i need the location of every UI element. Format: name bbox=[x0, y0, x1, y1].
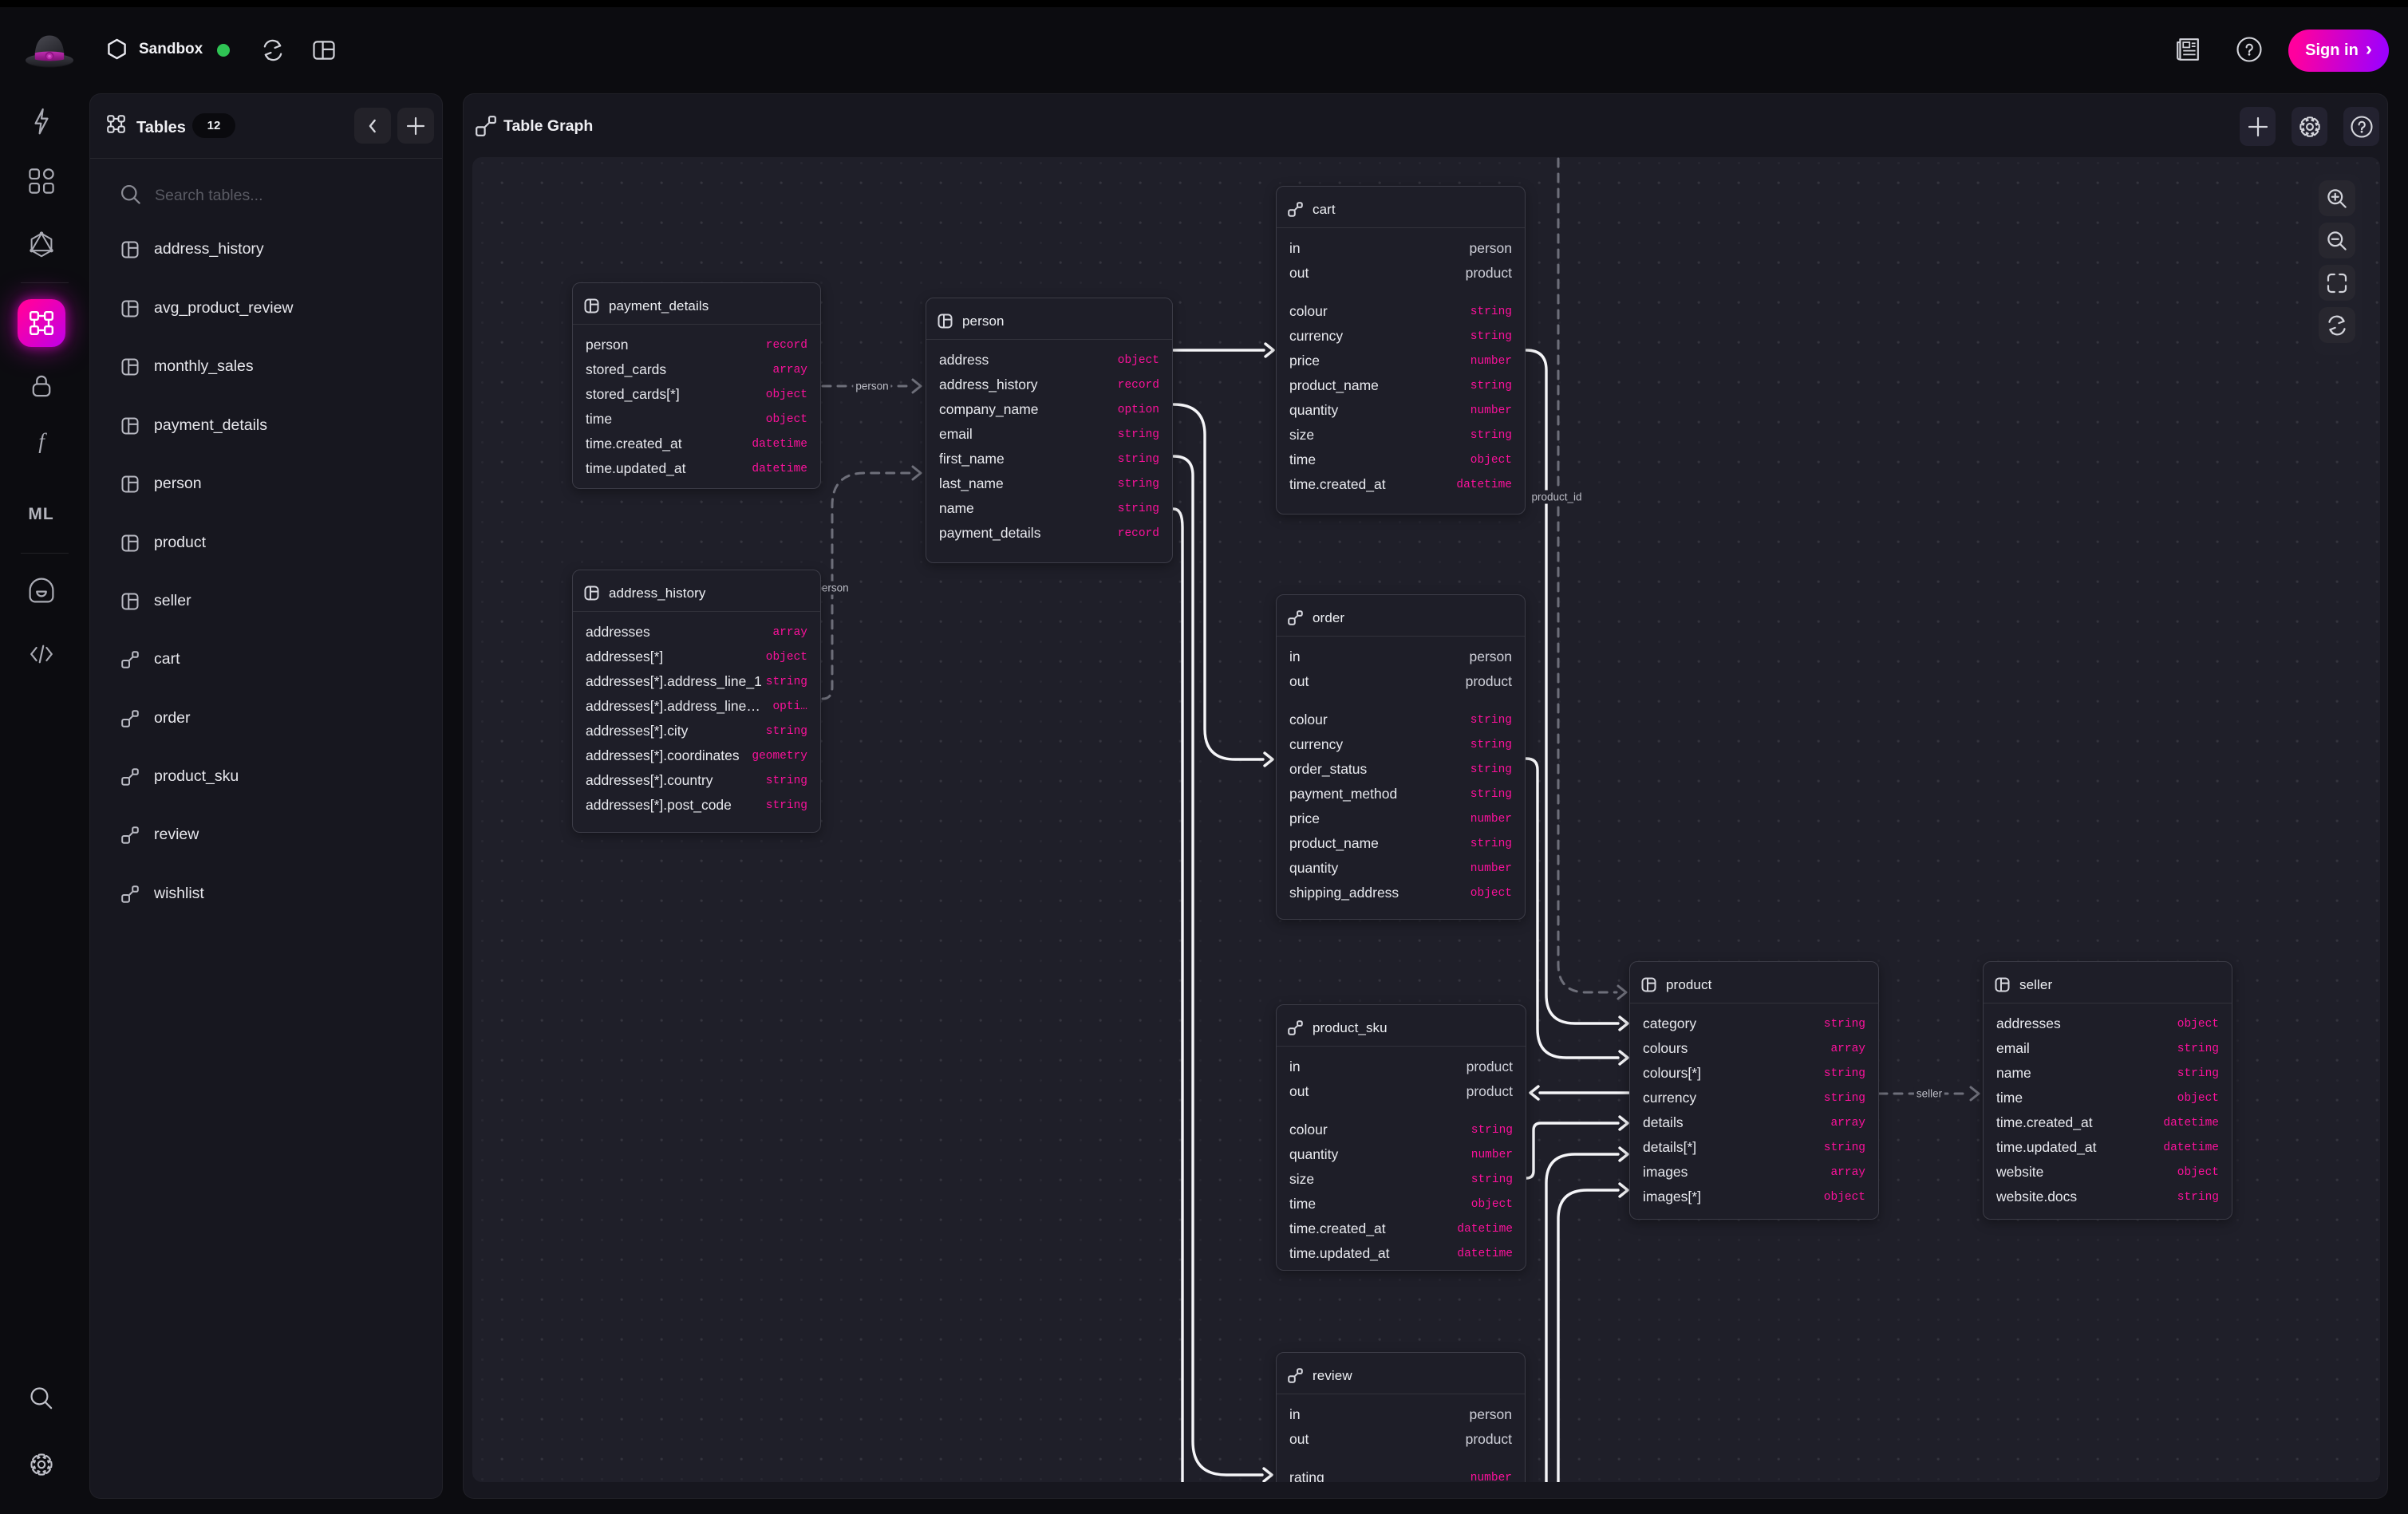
svg-text:f: f bbox=[38, 430, 47, 453]
